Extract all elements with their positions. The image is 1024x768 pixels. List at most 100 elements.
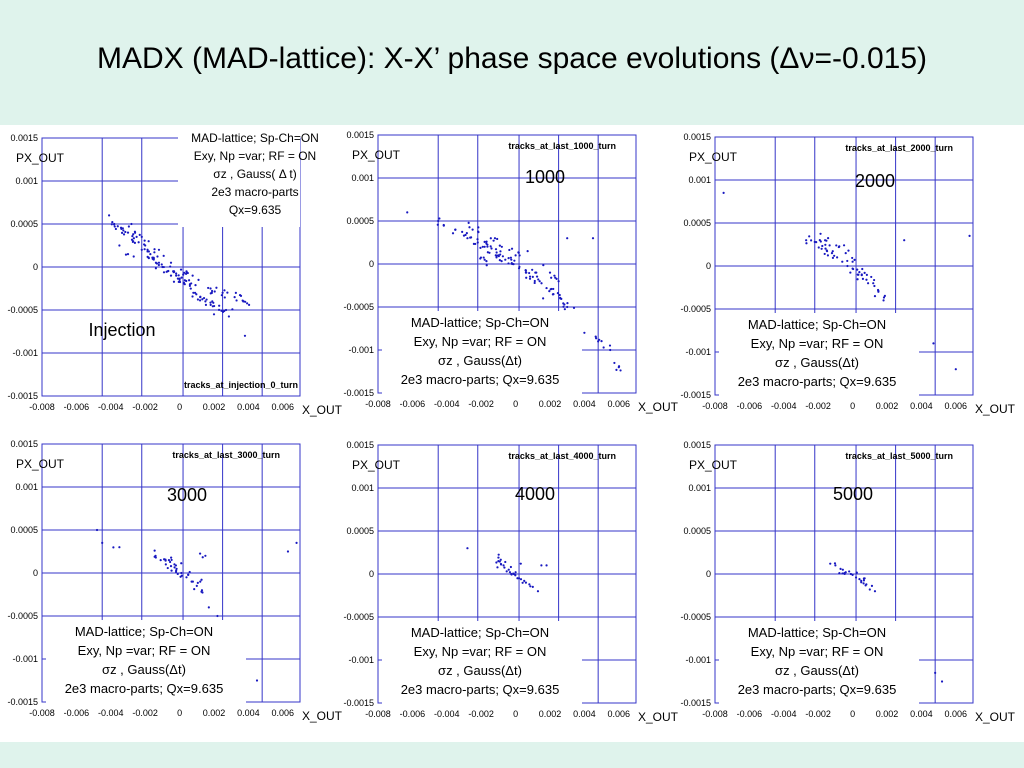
- scatter-point: [140, 235, 143, 238]
- scatter-point: [525, 276, 528, 279]
- x-tick-label: 0.002: [203, 708, 226, 718]
- scatter-point: [119, 226, 123, 229]
- x-tick-label: -0.002: [468, 709, 494, 719]
- scatter-point: [176, 572, 179, 576]
- scatter-point: [466, 547, 469, 550]
- scatter-point: [142, 243, 146, 246]
- y-tick-label: 0: [706, 261, 711, 271]
- info-box: [46, 620, 246, 704]
- info-line: 2e3 macro-parts; Qx=9.635: [401, 682, 560, 697]
- info-line: Exy, Np =var; RF = ON: [414, 644, 547, 659]
- scatter-point: [858, 578, 861, 581]
- scatter-point: [557, 280, 560, 283]
- scatter-point: [903, 239, 906, 242]
- scatter-point: [140, 248, 143, 251]
- scatter-point: [507, 568, 510, 571]
- turn-label: 2000: [855, 171, 895, 191]
- scatter-point: [169, 274, 173, 277]
- scatter-point: [838, 572, 841, 575]
- scatter-point: [483, 245, 486, 248]
- scatter-point: [841, 568, 844, 571]
- y-tick-label: -0.001: [685, 655, 711, 665]
- scatter-point: [517, 251, 520, 254]
- scatter-point: [566, 305, 569, 309]
- x-tick-label: 0: [177, 708, 182, 718]
- scatter-point: [495, 251, 498, 254]
- x-tick-label: -0.002: [468, 399, 494, 409]
- scatter-point: [255, 679, 259, 682]
- scatter-point: [873, 590, 877, 593]
- scatter-point: [516, 577, 519, 580]
- scatter-point: [178, 280, 182, 284]
- info-line: Exy, Np =var; RF = ON: [414, 334, 547, 349]
- info-line: Exy, Np =var; RF = ON: [751, 644, 884, 659]
- scatter-point: [542, 264, 545, 267]
- scatter-point: [239, 294, 243, 297]
- scatter-point: [873, 295, 877, 298]
- scatter-point: [112, 546, 115, 549]
- scatter-point: [513, 259, 516, 262]
- x-tick-label: 0.002: [539, 399, 562, 409]
- scatter-point: [510, 572, 513, 576]
- y-tick-label: -0.0005: [7, 611, 38, 621]
- scatter-point: [187, 279, 191, 282]
- y-tick-label: -0.0015: [680, 390, 711, 400]
- info-line: MAD-lattice; Sp-Ch=ON: [75, 624, 213, 639]
- x-tick-label: -0.008: [365, 399, 391, 409]
- scatter-point: [464, 233, 467, 237]
- scatter-point: [572, 306, 576, 309]
- x-tick-label: -0.008: [29, 708, 55, 718]
- scatter-point: [934, 671, 937, 675]
- scatter-point: [940, 680, 944, 683]
- scatter-point: [221, 291, 224, 294]
- scatter-point: [528, 583, 531, 586]
- info-line: MAD-lattice; Sp-Ch=ON: [748, 317, 886, 332]
- scatter-point: [498, 560, 501, 563]
- scatter-point: [848, 570, 851, 573]
- scatter-point: [595, 337, 598, 340]
- scatter-point: [490, 247, 493, 250]
- scatter-point: [566, 302, 569, 305]
- scatter-point: [566, 237, 569, 240]
- scatter-point: [485, 260, 488, 263]
- y-tick-label: -0.0015: [680, 698, 711, 708]
- x-tick-label: 0.004: [910, 709, 933, 719]
- y-tick-label: -0.0005: [343, 302, 374, 312]
- scatter-point: [857, 273, 860, 276]
- scatter-point: [485, 264, 488, 267]
- scatter-point: [226, 291, 229, 294]
- scatter-point: [502, 564, 505, 567]
- title-band: [0, 0, 1024, 125]
- plot-title: tracks_at_last_4000_turn: [508, 451, 616, 461]
- scatter-point: [856, 278, 859, 281]
- scatter-point: [138, 233, 141, 236]
- scatter-point: [597, 340, 600, 343]
- scatter-point: [178, 277, 181, 280]
- scatter-point: [545, 286, 548, 290]
- scatter-point: [168, 560, 172, 564]
- info-box: [382, 311, 582, 395]
- scatter-point: [193, 291, 197, 294]
- scatter-point: [477, 226, 480, 229]
- scatter-point: [528, 275, 532, 278]
- scatter-point: [512, 572, 515, 575]
- scatter-point: [509, 565, 512, 569]
- scatter-point: [169, 565, 173, 568]
- x-tick-label: -0.004: [434, 709, 460, 719]
- scatter-point: [469, 236, 472, 239]
- scatter-point: [531, 585, 534, 589]
- scatter-point: [111, 221, 114, 224]
- scatter-point: [551, 293, 554, 296]
- scatter-point: [172, 280, 176, 283]
- x-tick-label: -0.004: [434, 399, 460, 409]
- scatter-point: [153, 549, 156, 552]
- scatter-point: [177, 274, 180, 277]
- scatter-point: [233, 296, 236, 299]
- scatter-point: [442, 223, 445, 227]
- scatter-point: [591, 237, 595, 240]
- scatter-point: [157, 248, 161, 251]
- scatter-point: [817, 246, 820, 249]
- scatter-point: [107, 214, 111, 217]
- scatter-point: [205, 298, 208, 301]
- scatter-point: [169, 265, 172, 268]
